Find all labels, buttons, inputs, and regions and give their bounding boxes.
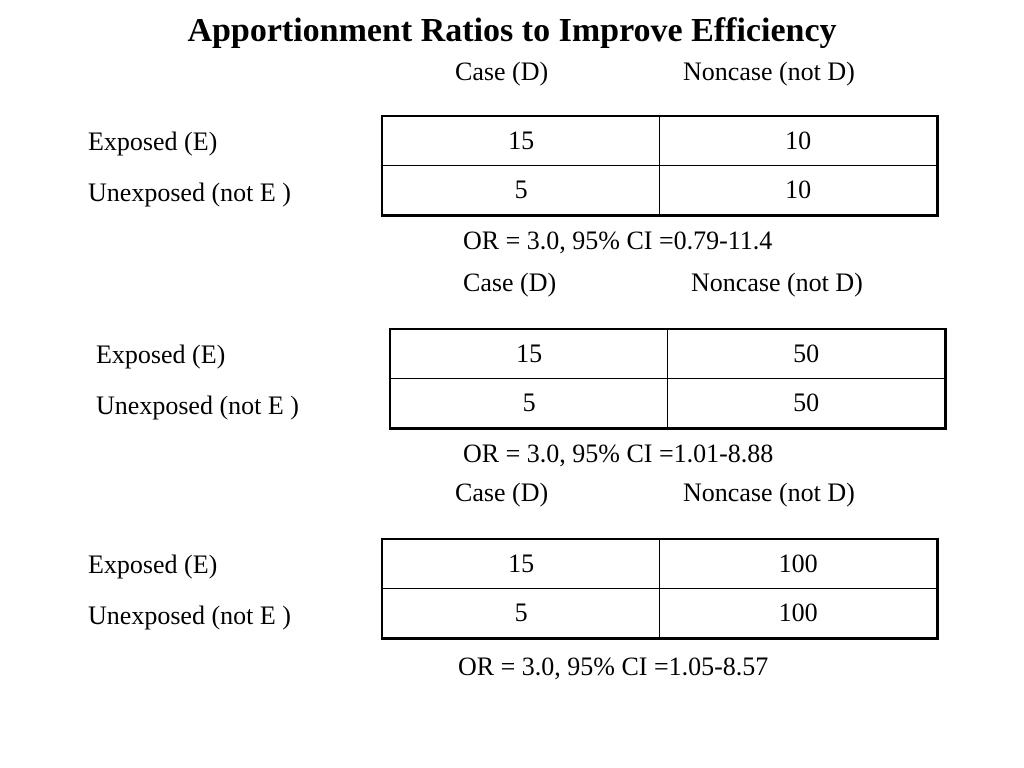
cell-exposed-case: 15: [389, 327, 669, 379]
cell-unexposed-case: 5: [381, 587, 661, 641]
cell-exposed-noncase: 100: [659, 537, 939, 589]
table-row: 5 50: [389, 377, 947, 431]
column-header-noncase: Noncase (not D): [683, 478, 855, 507]
contingency-table: 15 10 5 10: [381, 114, 939, 218]
row-label-exposed: Exposed (E): [88, 550, 218, 579]
cell-unexposed-case: 5: [381, 164, 661, 218]
column-header-case: Case (D): [463, 268, 557, 297]
table-row: 15 100: [381, 537, 939, 589]
cell-unexposed-noncase: 50: [667, 377, 947, 431]
table-row: 15 50: [389, 327, 947, 379]
contingency-table: 15 50 5 50: [389, 327, 947, 431]
row-label-unexposed: Unexposed (not E ): [96, 391, 299, 420]
cell-unexposed-noncase: 100: [659, 587, 939, 641]
row-label-unexposed: Unexposed (not E ): [88, 178, 291, 207]
cell-exposed-case: 15: [381, 537, 661, 589]
cell-exposed-case: 15: [381, 114, 661, 166]
cell-unexposed-case: 5: [389, 377, 669, 431]
row-label-exposed: Exposed (E): [96, 340, 226, 369]
table-row: 5 10: [381, 164, 939, 218]
cell-unexposed-noncase: 10: [659, 164, 939, 218]
table-row: 5 100: [381, 587, 939, 641]
odds-ratio-summary: OR = 3.0, 95% CI =1.01-8.88: [463, 439, 774, 468]
row-label-unexposed: Unexposed (not E ): [88, 601, 291, 630]
contingency-table: 15 100 5 100: [381, 537, 939, 641]
column-header-noncase: Noncase (not D): [691, 268, 863, 297]
column-header-case: Case (D): [455, 478, 549, 507]
cell-exposed-noncase: 10: [659, 114, 939, 166]
column-header-case: Case (D): [455, 57, 549, 86]
odds-ratio-summary: OR = 3.0, 95% CI =0.79-11.4: [463, 226, 773, 255]
column-header-noncase: Noncase (not D): [683, 57, 855, 86]
cell-exposed-noncase: 50: [667, 327, 947, 379]
odds-ratio-summary: OR = 3.0, 95% CI =1.05-8.57: [458, 652, 769, 681]
table-row: 15 10: [381, 114, 939, 166]
row-label-exposed: Exposed (E): [88, 127, 218, 156]
page-title: Apportionment Ratios to Improve Efficien…: [187, 12, 837, 49]
